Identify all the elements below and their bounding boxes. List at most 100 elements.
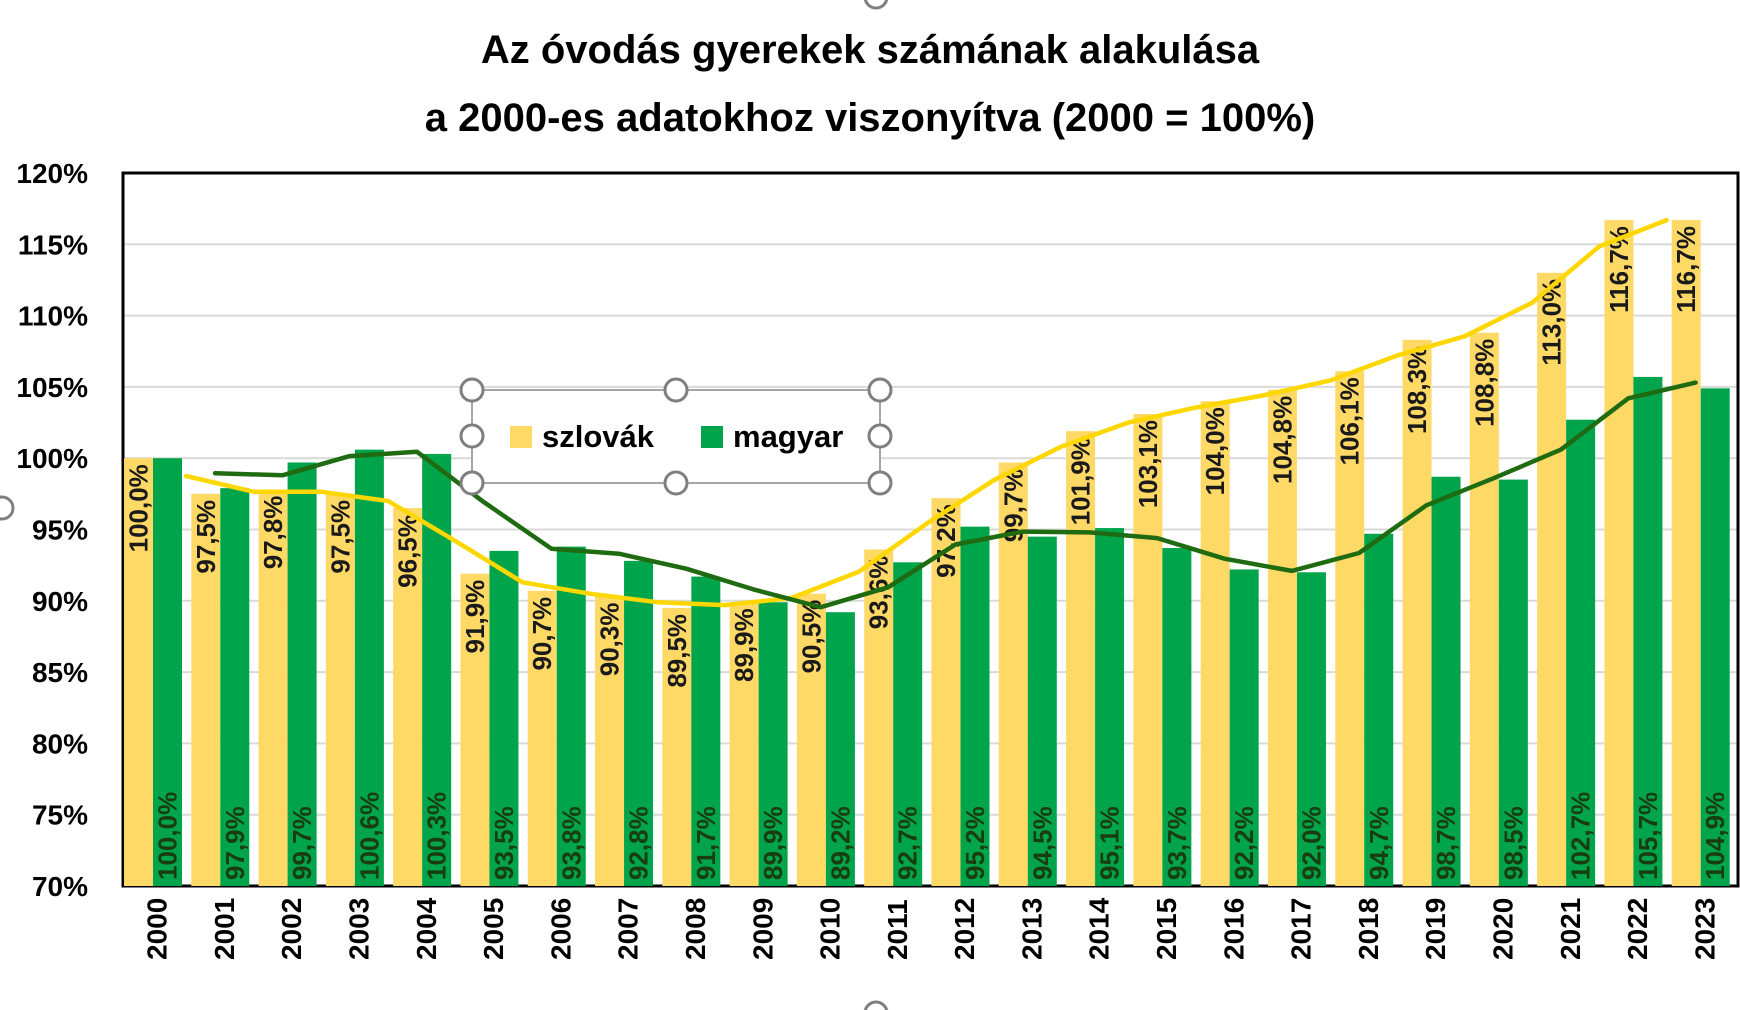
- bar-magyar: [153, 458, 182, 886]
- data-label-magyar: 93,5%: [489, 806, 519, 880]
- x-tick-label: 2014: [1084, 897, 1115, 960]
- data-label-magyar: 89,2%: [825, 806, 855, 880]
- y-tick-label: 115%: [18, 229, 88, 260]
- bar-szlovak: [729, 602, 759, 886]
- bar-magyar: [489, 550, 519, 886]
- bar-magyar: [893, 562, 923, 886]
- x-tick-label: 2022: [1622, 898, 1653, 960]
- bar-szlovak: [1402, 339, 1432, 886]
- bar-magyar: [1566, 419, 1596, 886]
- selection-handle: [867, 423, 893, 449]
- bar-szlovak: [258, 489, 288, 886]
- bar-magyar: [1633, 376, 1663, 886]
- selection-handle: [459, 423, 485, 449]
- data-label-magyar: 104,9%: [1700, 792, 1730, 880]
- bar-magyar: [1364, 533, 1394, 886]
- x-tick-label: 2016: [1218, 898, 1249, 960]
- y-tick-label: 95%: [32, 515, 88, 546]
- legend-label-magyar: magyar: [733, 419, 843, 454]
- data-label-szlovak: 97,5%: [191, 500, 221, 574]
- data-label-szlovak: 108,8%: [1469, 339, 1499, 427]
- legend-swatch-magyar: [701, 426, 723, 448]
- y-tick-label: 90%: [32, 586, 88, 617]
- data-label-szlovak: 97,5%: [325, 500, 355, 574]
- legend-swatch-szlovak: [510, 426, 532, 448]
- bar-szlovak: [527, 590, 557, 886]
- bar-magyar: [1498, 479, 1528, 886]
- bar-magyar: [220, 488, 250, 886]
- trendline-szlovak: [183, 217, 1669, 608]
- bar-szlovak: [1604, 220, 1634, 887]
- bar-szlovak: [1671, 220, 1701, 887]
- bar-magyar: [287, 462, 317, 886]
- data-label-magyar: 93,7%: [1162, 806, 1192, 880]
- data-label-magyar: 92,8%: [624, 806, 654, 880]
- y-tick-label: 100%: [16, 443, 88, 474]
- data-label-magyar: 93,8%: [556, 806, 586, 880]
- bar-magyar: [354, 449, 384, 886]
- data-label-szlovak: 91,9%: [460, 580, 490, 654]
- data-label-magyar: 92,2%: [1229, 806, 1259, 880]
- x-tick-label: 2008: [680, 898, 711, 960]
- x-tick-label: 2018: [1353, 898, 1384, 960]
- data-label-magyar: 100,6%: [354, 792, 384, 880]
- data-label-magyar: 94,7%: [1364, 806, 1394, 880]
- x-tick-label: 2023: [1689, 898, 1720, 960]
- plot-frame: [121, 171, 1740, 888]
- bar-szlovak: [325, 493, 355, 886]
- x-tick-label: 2000: [142, 898, 173, 960]
- bar-szlovak: [1133, 413, 1163, 886]
- bar-szlovak: [864, 549, 894, 886]
- selection-handle: [459, 377, 485, 403]
- data-label-magyar: 92,7%: [893, 806, 923, 880]
- bar-szlovak: [1200, 401, 1230, 886]
- bar-magyar: [691, 576, 721, 886]
- data-label-magyar: 94,5%: [1027, 806, 1057, 880]
- bar-magyar: [825, 612, 855, 886]
- data-label-szlovak: 96,5%: [393, 514, 423, 588]
- bar-szlovak: [1469, 332, 1499, 886]
- bar-szlovak: [124, 458, 153, 886]
- y-tick-label: 80%: [32, 728, 88, 759]
- data-label-magyar: 92,0%: [1296, 806, 1326, 880]
- bar-szlovak: [796, 593, 826, 886]
- data-label-szlovak: 90,7%: [527, 597, 557, 671]
- bar-magyar: [1162, 548, 1192, 886]
- bar-magyar: [1095, 528, 1125, 886]
- y-tick-label: 75%: [32, 800, 88, 831]
- x-tick-label: 2002: [276, 898, 307, 960]
- x-tick-label: 2005: [478, 898, 509, 960]
- data-label-magyar: 95,1%: [1095, 806, 1125, 880]
- selection-handle: [0, 495, 15, 521]
- data-label-szlovak: 90,5%: [796, 600, 826, 674]
- data-label-szlovak: 104,0%: [1200, 407, 1230, 495]
- y-tick-label: 85%: [32, 657, 88, 688]
- y-tick-label: 105%: [16, 372, 88, 403]
- data-label-magyar: 102,7%: [1566, 792, 1596, 880]
- x-tick-label: 2021: [1555, 898, 1586, 960]
- data-label-szlovak: 100,0%: [124, 464, 154, 552]
- data-label-szlovak: 97,2%: [931, 504, 961, 578]
- bar-magyar: [1431, 476, 1461, 886]
- bar-szlovak: [1335, 371, 1365, 886]
- data-label-szlovak: 90,3%: [595, 603, 625, 677]
- x-tick-label: 2010: [815, 898, 846, 960]
- bar-szlovak: [931, 498, 961, 886]
- bar-magyar: [556, 546, 586, 886]
- bar-magyar: [624, 560, 654, 886]
- chart-subtitle: a 2000-es adatokhoz viszonyítva (2000 = …: [424, 96, 1316, 140]
- bar-szlovak: [460, 573, 490, 886]
- data-label-szlovak: 101,9%: [1066, 437, 1096, 525]
- data-label-szlovak: 89,9%: [729, 608, 759, 682]
- data-label-magyar: 100,0%: [153, 792, 183, 880]
- y-tick-label: 120%: [16, 158, 88, 189]
- x-tick-label: 2001: [209, 898, 240, 960]
- data-label-szlovak: 108,3%: [1402, 346, 1432, 434]
- x-tick-label: 2012: [949, 898, 980, 960]
- chart-title: Az óvodás gyerekek számának alakulása: [480, 28, 1260, 72]
- x-tick-label: 2011: [882, 899, 913, 960]
- data-label-magyar: 97,9%: [220, 806, 250, 880]
- bar-magyar: [960, 526, 990, 886]
- data-label-szlovak: 106,1%: [1335, 377, 1365, 465]
